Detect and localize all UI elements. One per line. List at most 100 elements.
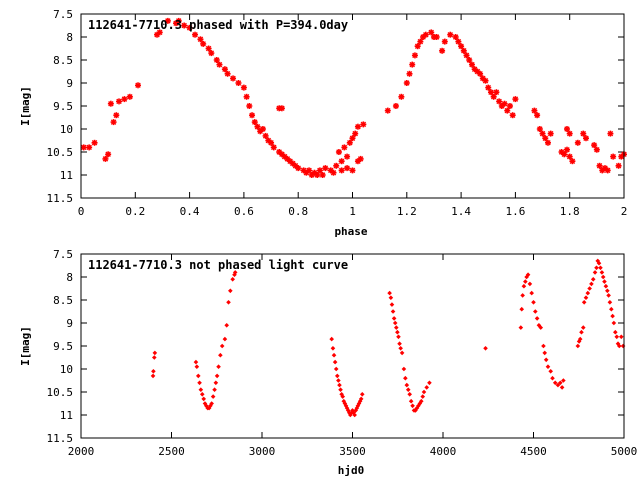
data-point [463, 52, 470, 59]
data-point [392, 320, 398, 326]
data-point [105, 151, 112, 158]
data-point [150, 373, 156, 379]
data-point [483, 346, 488, 351]
data-point [566, 130, 573, 137]
data-point [195, 373, 201, 379]
data-point [330, 346, 336, 351]
phased-x-tick-labels: 0 0.2 0.4 0.6 0.8 1 1.2 1.4 1.6 1.8 2 [78, 205, 628, 218]
data-point [493, 89, 500, 96]
y-tick-label: 8 [66, 31, 73, 44]
data-point [221, 66, 228, 73]
data-point [395, 329, 400, 335]
data-point [202, 401, 208, 406]
data-point [468, 61, 475, 68]
data-point [615, 162, 622, 169]
data-point [230, 75, 237, 82]
data-point [582, 135, 589, 142]
data-point [580, 325, 586, 330]
data-point [531, 107, 538, 114]
data-point [466, 57, 473, 63]
data-point [200, 40, 207, 47]
data-point [333, 162, 340, 169]
unphased-points [150, 258, 626, 418]
data-point [306, 167, 313, 174]
data-point [547, 130, 554, 137]
data-point [561, 378, 566, 383]
data-point [329, 336, 334, 342]
data-point [357, 398, 363, 404]
data-point [270, 144, 277, 151]
data-point [354, 405, 360, 411]
data-point [452, 34, 459, 40]
data-point [521, 283, 527, 289]
data-point [340, 394, 346, 399]
data-point [251, 119, 258, 126]
data-point [618, 334, 624, 340]
data-point [541, 343, 546, 349]
data-point [156, 29, 163, 36]
data-point [580, 130, 587, 137]
data-point [485, 84, 492, 91]
x-tick-label: 1.6 [505, 205, 525, 218]
x-tick-label: 3500 [339, 445, 366, 458]
data-point [590, 277, 596, 282]
data-point [403, 80, 410, 86]
unphased-x-axis-label: hjd0 [338, 464, 365, 477]
data-point [598, 265, 603, 271]
data-point [391, 316, 397, 321]
x-tick-label: 2 [621, 205, 628, 218]
data-point [583, 295, 589, 300]
data-point [557, 380, 563, 386]
data-point [335, 149, 342, 155]
data-point [542, 135, 549, 142]
data-point [599, 270, 605, 275]
data-point [249, 112, 256, 119]
data-point [604, 167, 611, 174]
data-point [333, 366, 339, 372]
data-point [341, 144, 348, 151]
data-point [384, 107, 391, 114]
phased-title: 112641-7710.3 phased with P=394.0day [88, 18, 348, 32]
data-point [198, 387, 204, 392]
data-point [194, 364, 200, 369]
x-tick-label: 0.2 [125, 205, 145, 218]
data-point [519, 306, 525, 312]
data-point [587, 286, 592, 291]
data-point [609, 306, 614, 312]
data-point [337, 382, 342, 388]
data-point [575, 343, 581, 349]
data-point [414, 43, 421, 50]
data-point [235, 80, 242, 86]
data-point [422, 31, 429, 38]
data-point [569, 158, 576, 165]
data-point [344, 165, 351, 172]
data-point [397, 341, 402, 346]
unphased-panel: 7.5 8 8.5 9 9.5 10 10.5 11 11.5 2000 2500 3000 3500… [19, 248, 637, 477]
data-point [332, 359, 338, 365]
data-point [86, 144, 93, 151]
data-point [525, 272, 531, 277]
data-point [228, 288, 233, 294]
data-point [394, 325, 399, 330]
data-point [213, 57, 220, 63]
data-point [193, 359, 199, 365]
data-point [354, 123, 361, 130]
data-point [246, 103, 253, 109]
data-point [319, 172, 326, 178]
data-point [439, 47, 446, 54]
data-point [420, 394, 426, 399]
data-point [268, 139, 275, 146]
data-point [490, 93, 497, 100]
data-point [602, 279, 607, 284]
x-tick-label: 2500 [158, 445, 185, 458]
data-point [605, 288, 610, 294]
data-point [91, 139, 98, 146]
data-point [506, 103, 513, 109]
data-point [433, 34, 440, 40]
data-point [295, 165, 302, 172]
data-point [339, 392, 344, 397]
data-point [209, 401, 214, 406]
data-point [401, 366, 407, 372]
data-point [338, 167, 345, 174]
data-point [614, 334, 620, 340]
